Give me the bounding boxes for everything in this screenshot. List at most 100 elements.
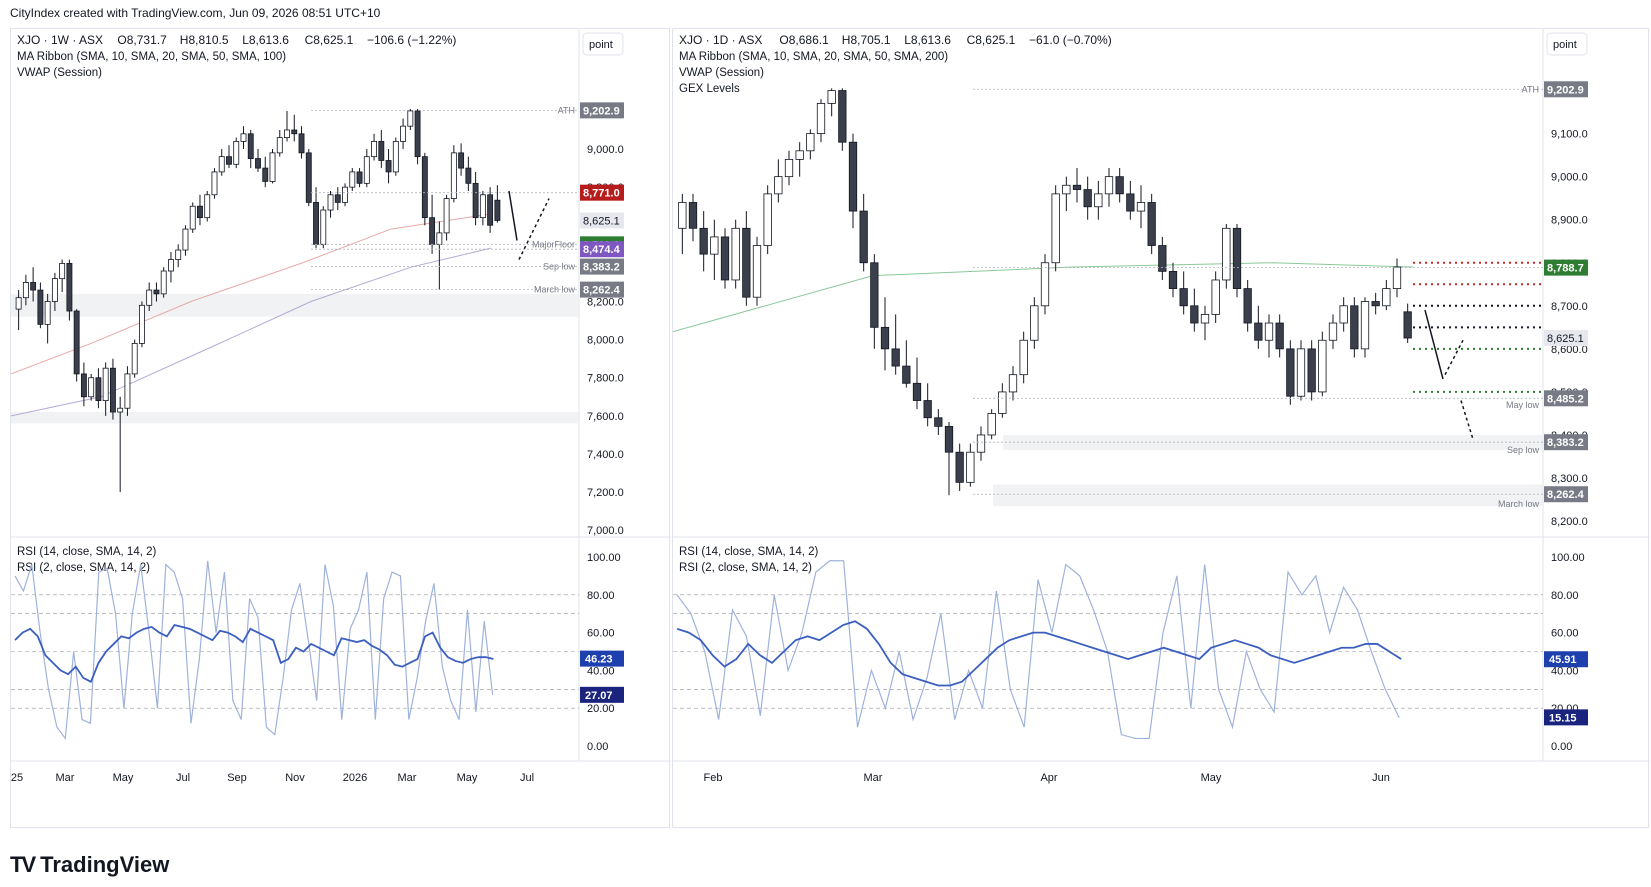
x-tick-4: Sep xyxy=(227,772,247,784)
rsi14-value: 45.91 xyxy=(1549,654,1577,666)
candle-body xyxy=(421,156,428,219)
candle-body xyxy=(1019,339,1028,376)
candle-body xyxy=(305,152,312,203)
candle-body xyxy=(1211,279,1220,315)
candle-33 xyxy=(255,149,261,172)
candle-16 xyxy=(848,133,858,229)
candle-18 xyxy=(146,282,153,312)
candle-66 xyxy=(494,185,501,223)
candle-32 xyxy=(247,129,254,169)
candle-44 xyxy=(1147,193,1156,255)
y-tick-4: 8,700.0 xyxy=(1551,301,1588,313)
candle-46 xyxy=(1168,262,1178,298)
candle-body xyxy=(30,282,37,291)
candle-body xyxy=(1350,305,1359,350)
candle-body xyxy=(923,400,932,419)
candle-18 xyxy=(870,254,879,349)
candle-7 xyxy=(66,259,73,321)
price-tag-bg-1 xyxy=(580,184,624,201)
tradingview-logo-icon: TV xyxy=(10,852,36,877)
daily-chart-panel[interactable]: point XJO · 1D · ASX O8,686.1 H8,705.1 L8,61… xyxy=(672,28,1650,829)
candle-body xyxy=(342,186,348,203)
candle-17 xyxy=(139,301,145,348)
candle-body xyxy=(1339,305,1348,324)
candle-43 xyxy=(1136,185,1146,229)
candle-body xyxy=(385,160,392,173)
weekly-chart-svg[interactable]: point XJO · 1W · ASX O8,731.7 H8,810.5 L8,61… xyxy=(11,29,671,829)
candle-body xyxy=(1179,288,1188,307)
price-tag-6: 8,262.4 xyxy=(583,285,621,297)
candle-body xyxy=(784,159,794,178)
candle-2 xyxy=(30,267,37,302)
candle-57 xyxy=(429,194,436,254)
candle-body xyxy=(407,110,414,127)
y-tick-6: 7,400.0 xyxy=(587,449,624,461)
candle-40 xyxy=(1104,168,1114,207)
rsi2-line xyxy=(14,560,494,741)
candle-body xyxy=(313,202,319,245)
candle-body xyxy=(870,262,879,328)
candle-57 xyxy=(1286,340,1295,405)
candle-body xyxy=(891,348,900,367)
candle-body xyxy=(1083,189,1092,208)
candle-45 xyxy=(342,183,348,207)
candle-19 xyxy=(153,282,160,302)
candle-0 xyxy=(15,290,22,331)
rsi2-tag-bg xyxy=(1544,709,1588,726)
candle-21 xyxy=(168,251,174,283)
indicator-label-0: MA Ribbon (SMA, 10, SMA, 20, SMA, 50, SM… xyxy=(679,51,948,63)
candle-body xyxy=(22,282,29,299)
candle-35 xyxy=(1051,185,1060,272)
candle-body xyxy=(1328,322,1338,341)
candle-body xyxy=(211,171,218,196)
candle-13 xyxy=(816,99,826,143)
candle-51 xyxy=(385,149,392,184)
candle-body xyxy=(1168,270,1178,289)
candle-body xyxy=(51,278,58,302)
y-tick-4: 7,800.0 xyxy=(587,373,624,385)
candle-body xyxy=(1371,301,1380,307)
candle-body xyxy=(284,129,290,139)
candle-body xyxy=(204,194,211,219)
price-tag-2: 8,625.1 xyxy=(1547,333,1584,345)
x-tick-4: Jun xyxy=(1372,772,1390,784)
price-tag-bg-1 xyxy=(1544,259,1588,276)
rsi14-line xyxy=(14,624,494,683)
candle-body xyxy=(806,133,815,152)
candle-body xyxy=(976,434,986,453)
rsi-tick-5: 0.00 xyxy=(1551,741,1572,753)
weekly-chart-panel[interactable]: point XJO · 1W · ASX O8,731.7 H8,810.5 L8,61… xyxy=(10,28,671,829)
candle-58 xyxy=(1296,340,1306,401)
candle-36 xyxy=(276,129,283,157)
rsi-tick-1: 80.00 xyxy=(1551,590,1579,602)
annotation-0: ATH xyxy=(558,105,575,115)
candle-body xyxy=(153,289,160,295)
candle-body xyxy=(240,133,247,142)
price-tag-bg-0 xyxy=(1544,81,1588,98)
daily-chart-svg[interactable]: point XJO · 1D · ASX O8,686.1 H8,705.1 L8,61… xyxy=(673,29,1650,829)
x-tick-3: May xyxy=(1201,772,1222,784)
candle-body xyxy=(1275,322,1284,350)
candle-41 xyxy=(313,187,319,249)
candle-6 xyxy=(59,259,66,292)
rsi2-line xyxy=(676,560,1400,740)
ohlc-value-3: C8,625.1 xyxy=(305,33,354,47)
candle-body xyxy=(880,326,890,350)
chart-header: CityIndex created with TradingView.com, … xyxy=(10,6,381,20)
rsi-tick-5: 0.00 xyxy=(587,741,608,753)
candle-body xyxy=(168,259,174,272)
price-tag-bg-6 xyxy=(580,281,624,298)
x-tick-2: Apr xyxy=(1040,772,1057,784)
candle-body xyxy=(102,367,109,401)
candle-body xyxy=(494,199,501,221)
price-tag-bg-5 xyxy=(580,258,624,275)
candle-body xyxy=(276,137,283,154)
candle-body xyxy=(934,417,943,427)
rsi14-tag-bg xyxy=(580,650,624,667)
candle-body xyxy=(15,297,22,310)
candle-5 xyxy=(51,272,58,312)
candle-2 xyxy=(699,211,708,272)
chart-title: XJO · 1D · ASX xyxy=(679,33,762,47)
candle-45 xyxy=(1158,236,1167,280)
ohlc-value-2: L8,613.6 xyxy=(904,33,951,47)
